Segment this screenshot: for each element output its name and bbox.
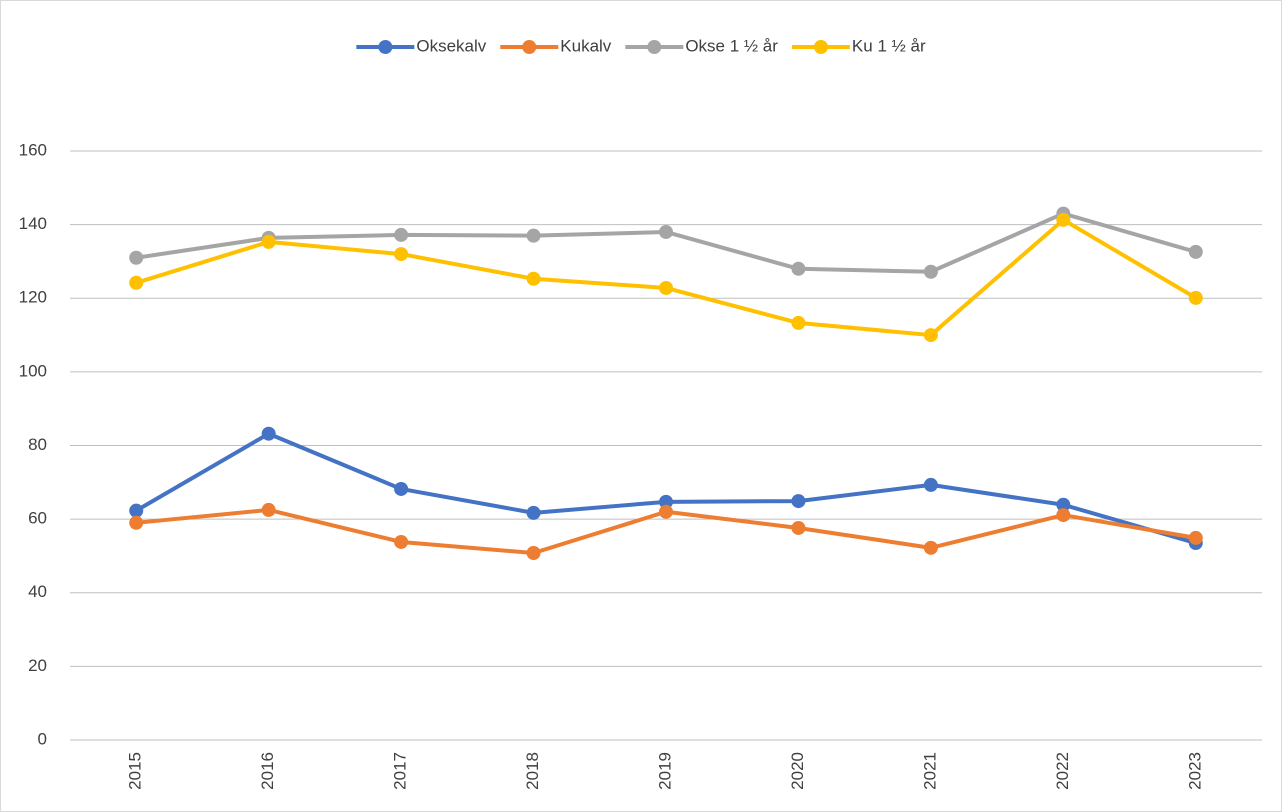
data-point [923,477,938,492]
x-tick-label: 2021 [920,752,939,790]
legend-label: Kukalv [560,36,612,55]
data-point [394,481,409,496]
data-point [923,540,938,555]
x-tick-label: 2018 [523,752,542,790]
data-point [129,250,144,265]
y-tick-label: 40 [28,582,47,601]
y-tick-label: 160 [19,140,47,159]
data-point [526,545,541,560]
data-point [394,247,409,262]
data-point [129,503,144,518]
data-point [261,426,276,441]
data-point [1056,212,1071,227]
x-tick-label: 2015 [126,752,145,790]
data-point [659,494,673,509]
data-point [1056,497,1071,512]
y-tick-label: 0 [38,729,47,748]
data-point [791,315,806,330]
legend-marker [378,40,393,54]
legend-label: Okse 1 ½ år [685,36,778,55]
data-point [659,224,673,239]
y-tick-label: 120 [19,288,47,307]
data-point [1056,508,1071,523]
x-tick-label: 2017 [391,752,410,790]
legend-label: Oksekalv [416,36,486,55]
data-point [394,534,409,549]
data-point [1188,530,1203,545]
legend-entry: Oksekalv [356,36,487,55]
data-point [1188,290,1203,305]
data-point [791,494,806,509]
y-tick-label: 140 [19,214,47,233]
x-tick-label: 2019 [655,752,674,790]
data-point [261,234,276,249]
x-tick-label: 2023 [1185,752,1204,790]
legend-marker [647,40,662,54]
data-point [923,264,938,279]
data-point [526,228,541,243]
x-tick-label: 2020 [788,752,807,790]
legend-entry: Ku 1 ½ år [791,36,926,55]
data-point [791,261,806,276]
legend-entry: Kukalv [500,36,612,55]
data-point [526,505,541,520]
x-tick-label: 2022 [1053,752,1072,790]
data-point [923,328,938,343]
y-tick-label: 80 [28,435,47,454]
data-point [659,504,673,519]
data-point [129,515,144,530]
y-tick-label: 20 [28,656,47,675]
data-point [129,275,144,290]
data-point [261,502,276,517]
y-tick-label: 60 [28,509,47,528]
data-point [1188,244,1203,259]
data-point [791,520,806,535]
data-point [394,227,409,242]
y-tick-label: 100 [19,361,47,380]
data-point [659,280,673,295]
legend-marker [522,40,537,54]
legend-entry: Okse 1 ½ år [625,36,778,55]
data-point [526,271,541,286]
legend-label: Ku 1 ½ år [852,36,926,55]
legend-marker [813,40,828,54]
x-tick-label: 2016 [258,752,277,790]
